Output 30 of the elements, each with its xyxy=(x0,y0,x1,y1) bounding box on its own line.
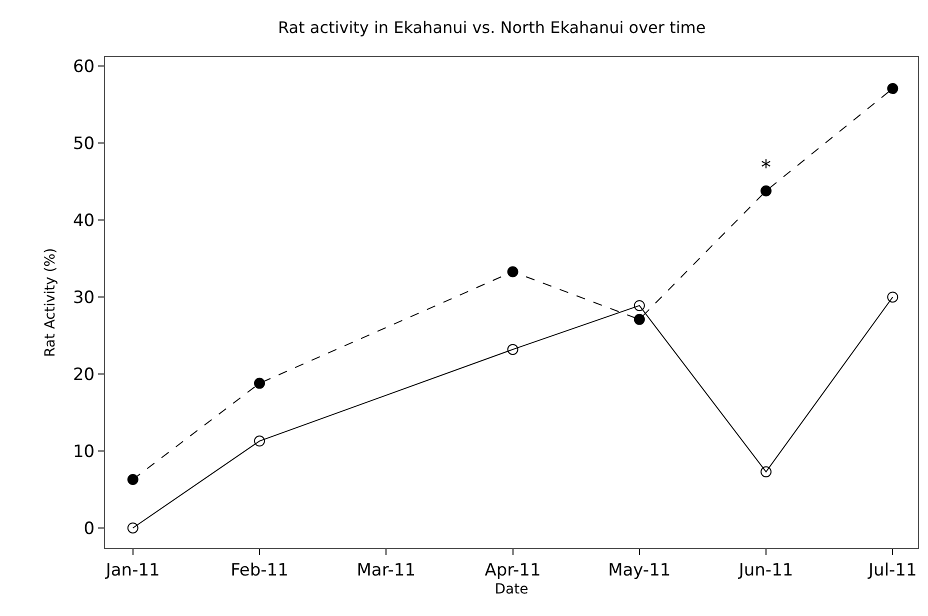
annotation: * xyxy=(761,155,771,179)
x-tick-label: Mar-11 xyxy=(356,560,416,580)
point xyxy=(254,378,265,389)
chart-title: Rat activity in Ekahanui vs. North Ekahanui over time xyxy=(278,18,706,37)
y-tick-label: 0 xyxy=(84,518,95,539)
x-tick-label: May-11 xyxy=(608,560,671,580)
y-axis-title: Rat Activity (%) xyxy=(42,248,59,357)
x-tick-label: Apr-11 xyxy=(484,560,541,580)
point xyxy=(634,314,645,325)
x-axis-title: Date xyxy=(494,582,528,598)
y-tick-label: 10 xyxy=(72,442,95,462)
y-tick-label: 30 xyxy=(72,288,95,308)
x-tick-label: Feb-11 xyxy=(230,560,288,580)
y-tick-label: 40 xyxy=(72,211,95,232)
point xyxy=(887,292,898,303)
y-tick-label: 60 xyxy=(72,57,95,78)
point xyxy=(127,522,138,534)
point xyxy=(507,266,518,278)
x-tick-label: Jun-11 xyxy=(738,560,794,580)
x-tick-label: Jul-11 xyxy=(868,560,917,580)
point xyxy=(254,436,265,447)
point xyxy=(507,344,518,355)
point xyxy=(887,83,898,94)
y-tick-label: 20 xyxy=(72,365,95,386)
point xyxy=(760,466,772,478)
y-tick-label: 50 xyxy=(72,134,95,154)
point xyxy=(127,474,138,486)
x-tick-label: Jan-11 xyxy=(104,560,160,580)
point xyxy=(634,300,645,312)
point xyxy=(760,185,772,196)
